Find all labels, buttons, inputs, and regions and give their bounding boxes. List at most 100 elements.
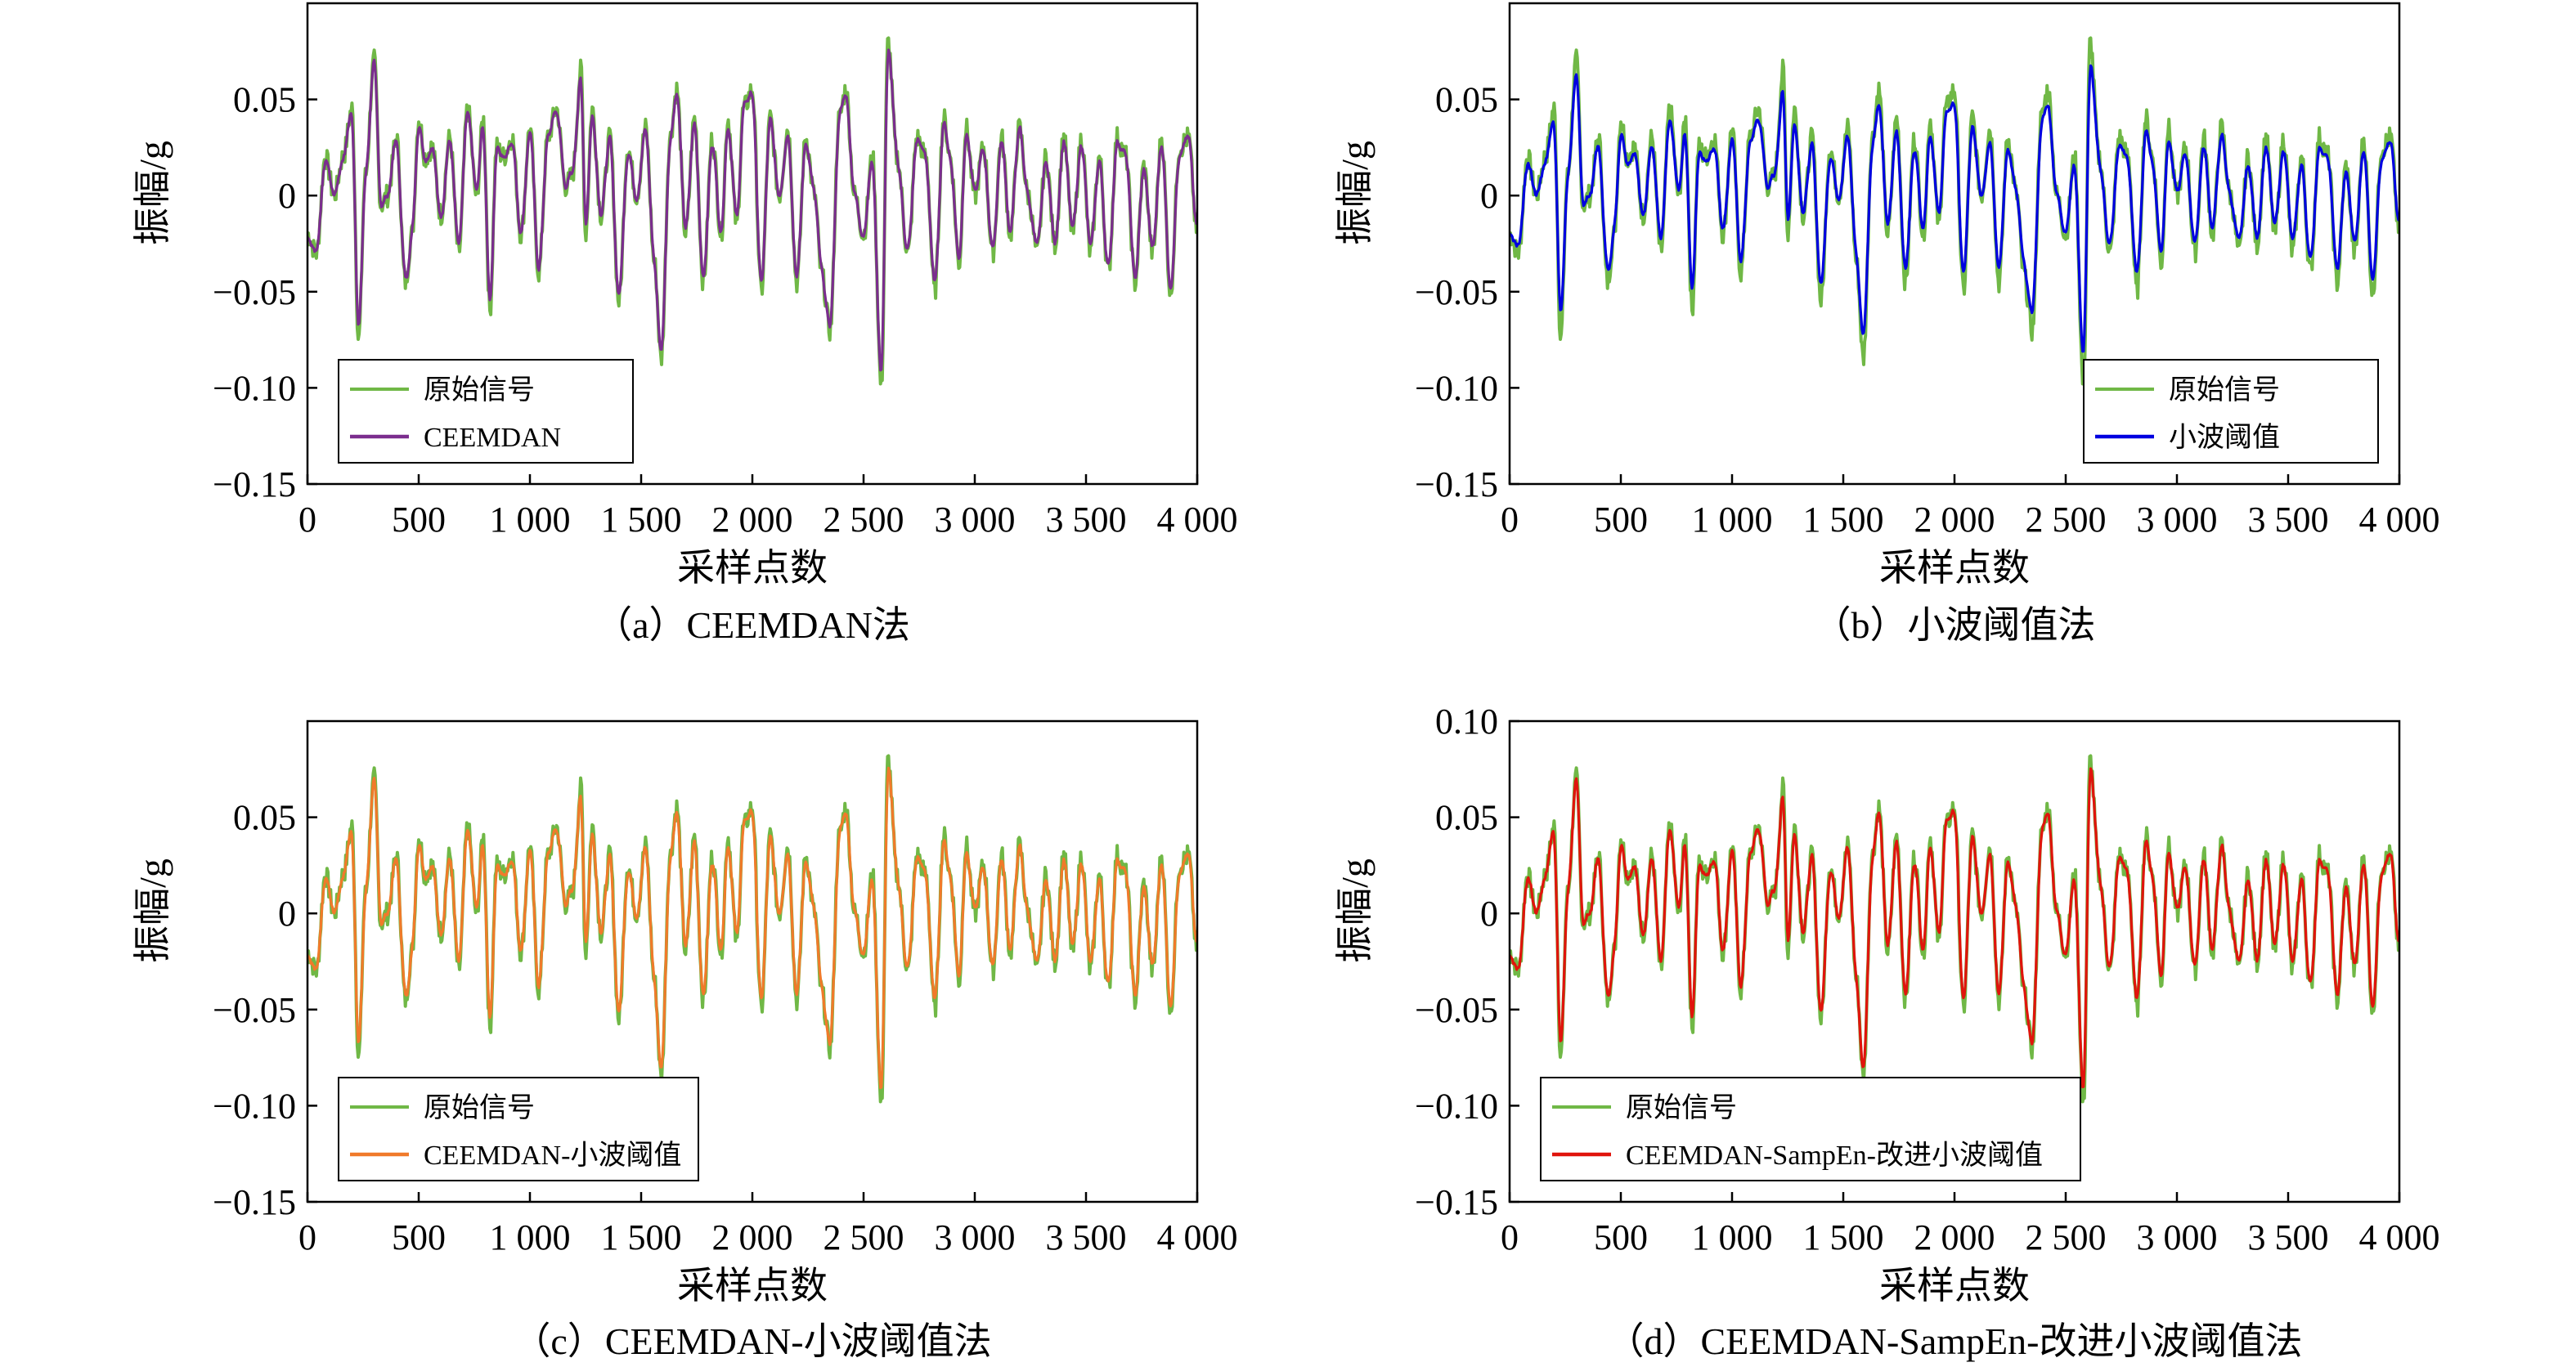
plot-area-b: 0 500 1 000 1 500 2 000 2 500 3 000 3 500 4 000 0…	[1415, 2, 2440, 540]
y-tick-label-d-4: −0.10	[1415, 1086, 1498, 1126]
x-tick-label-d-5: 2 500	[2026, 1217, 2107, 1257]
legend-label-d-1: 原始信号	[1626, 1092, 1737, 1123]
y-tick-label-c-0: 0.05	[233, 798, 296, 838]
x-tick-label-c-3: 1 500	[601, 1217, 682, 1257]
legend-d: 原始信号 CEEMDAN-SampEn-改进小波阈值	[1540, 1077, 2081, 1181]
series-line-d-2	[1510, 767, 2399, 1089]
y-tick-label-c-1: 0	[278, 894, 296, 934]
x-tick-label-d-3: 1 500	[1803, 1217, 1884, 1257]
legend-label-c-1: 原始信号	[424, 1092, 535, 1123]
x-tick-label-c-5: 2 500	[824, 1217, 904, 1257]
series-line-c-1	[307, 754, 1197, 1104]
y-tick-label-d-0: 0.10	[1435, 701, 1498, 742]
y-tick-label-a-3: −0.10	[213, 368, 296, 408]
x-tick-label-b-2: 1 000	[1692, 500, 1773, 540]
x-axis-title-a: 采样点数	[677, 547, 828, 589]
series-line-d-1	[1510, 754, 2399, 1104]
series-line-c-2	[307, 766, 1197, 1090]
legend-label-a-1: 原始信号	[424, 374, 535, 406]
legend-label-c-2: CEEMDAN-小波阈值	[424, 1140, 681, 1171]
y-axis-title-d: 振幅/g	[1334, 858, 1376, 963]
caption-c: （c）CEEMDAN-小波阈值法	[513, 1320, 991, 1362]
x-axis-title-c: 采样点数	[677, 1265, 828, 1306]
x-tick-label-c-4: 2 000	[712, 1217, 793, 1257]
plot-area-a: 0 500 1 000 1 500 2 000 2 500 3 000 3 500 4 000 0…	[213, 2, 1238, 540]
y-tick-label-a-0: 0.05	[233, 80, 296, 120]
x-axis-title-b: 采样点数	[1879, 547, 2030, 589]
caption-d: （d）CEEMDAN-SampEn-改进小波阈值法	[1607, 1320, 2303, 1362]
plot-area-d: 0 500 1 000 1 500 2 000 2 500 3 000 3 500 4 000 0…	[1415, 701, 2439, 1257]
y-tick-label-a-4: −0.15	[213, 464, 296, 504]
x-tick-label-a-0: 0	[298, 500, 316, 540]
x-tick-label-b-3: 1 500	[1803, 500, 1884, 540]
panel-d: 0 500 1 000 1 500 2 000 2 500 3 000 3 500 4 000 0…	[1334, 701, 2440, 1362]
plot-area-c: 0 500 1 000 1 500 2 000 2 500 3 000 3 500 4 000 0…	[213, 719, 1238, 1257]
x-tick-label-c-8: 4 000	[1157, 1217, 1238, 1257]
y-tick-label-b-2: −0.05	[1415, 272, 1498, 312]
y-tick-label-d-3: −0.05	[1415, 990, 1498, 1030]
x-tick-label-a-2: 1 000	[490, 500, 571, 540]
x-tick-label-a-6: 3 000	[935, 500, 1016, 540]
x-tick-label-a-4: 2 000	[712, 500, 793, 540]
caption-b: （b）小波阈值法	[1814, 604, 2096, 646]
x-tick-label-a-8: 4 000	[1157, 500, 1238, 540]
legend-box-b	[2083, 359, 2379, 464]
y-tick-label-d-5: −0.15	[1415, 1182, 1498, 1222]
x-axis-title-d: 采样点数	[1879, 1265, 2030, 1306]
y-axis-title-a: 振幅/g	[132, 141, 173, 245]
y-tick-label-c-4: −0.15	[213, 1182, 296, 1222]
series-line-a-1	[307, 36, 1197, 386]
legend-label-b-1: 原始信号	[2169, 374, 2280, 406]
panel-c: 0 500 1 000 1 500 2 000 2 500 3 000 3 500 4 000 0…	[132, 719, 1238, 1362]
series-group-a	[307, 36, 1197, 386]
x-tick-label-a-1: 500	[392, 500, 446, 540]
legend-c: 原始信号 CEEMDAN-小波阈值	[338, 1077, 699, 1181]
legend-box-a	[338, 359, 634, 464]
y-tick-label-d-1: 0.05	[1435, 798, 1498, 838]
panel-a: 0 500 1 000 1 500 2 000 2 500 3 000 3 500 4 000 0…	[132, 2, 1238, 646]
x-tick-label-b-7: 3 500	[2248, 500, 2329, 540]
y-tick-label-a-2: −0.05	[213, 272, 296, 312]
legend-box-d	[1540, 1077, 2081, 1181]
legend-label-d-2: CEEMDAN-SampEn-改进小波阈值	[1626, 1140, 2043, 1171]
y-tick-label-b-0: 0.05	[1435, 80, 1498, 120]
legend-a: 原始信号 CEEMDAN	[338, 359, 634, 464]
x-tick-label-c-6: 3 000	[935, 1217, 1016, 1257]
x-tick-label-b-6: 3 000	[2137, 500, 2218, 540]
series-group-c	[307, 754, 1197, 1104]
x-tick-label-a-5: 2 500	[824, 500, 904, 540]
x-tick-label-a-3: 1 500	[601, 500, 682, 540]
y-tick-label-a-1: 0	[278, 176, 296, 216]
y-tick-label-b-3: −0.10	[1415, 368, 1498, 408]
panel-b: 0 500 1 000 1 500 2 000 2 500 3 000 3 500 4 000 0…	[1334, 2, 2440, 646]
series-line-b-2	[1510, 64, 2399, 353]
y-axis-title-b: 振幅/g	[1334, 141, 1376, 245]
y-tick-label-b-4: −0.15	[1415, 464, 1498, 504]
y-tick-label-d-2: 0	[1480, 894, 1498, 934]
x-tick-label-b-4: 2 000	[1914, 500, 1995, 540]
x-tick-label-d-0: 0	[1501, 1217, 1519, 1257]
x-tick-label-d-1: 500	[1594, 1217, 1648, 1257]
x-tick-label-d-8: 4 000	[2359, 1217, 2440, 1257]
x-tick-label-c-1: 500	[392, 1217, 446, 1257]
y-tick-label-c-2: −0.05	[213, 990, 296, 1030]
x-tick-label-d-6: 3 000	[2137, 1217, 2218, 1257]
y-tick-label-b-1: 0	[1480, 176, 1498, 216]
x-tick-label-c-7: 3 500	[1046, 1217, 1127, 1257]
x-tick-label-d-2: 1 000	[1692, 1217, 1773, 1257]
y-tick-label-c-3: −0.10	[213, 1086, 296, 1126]
x-tick-label-c-0: 0	[298, 1217, 316, 1257]
legend-label-a-2: CEEMDAN	[424, 423, 561, 453]
series-group-b	[1510, 36, 2399, 386]
legend-box-c	[338, 1077, 699, 1181]
x-tick-label-c-2: 1 000	[490, 1217, 571, 1257]
series-line-a-2	[307, 48, 1197, 372]
x-tick-label-b-0: 0	[1501, 500, 1519, 540]
caption-a: （a）CEEMDAN法	[595, 604, 910, 646]
x-tick-label-b-5: 2 500	[2026, 500, 2107, 540]
x-tick-label-a-7: 3 500	[1046, 500, 1127, 540]
x-tick-label-d-7: 3 500	[2248, 1217, 2329, 1257]
legend-label-b-2: 小波阈值	[2169, 422, 2280, 453]
